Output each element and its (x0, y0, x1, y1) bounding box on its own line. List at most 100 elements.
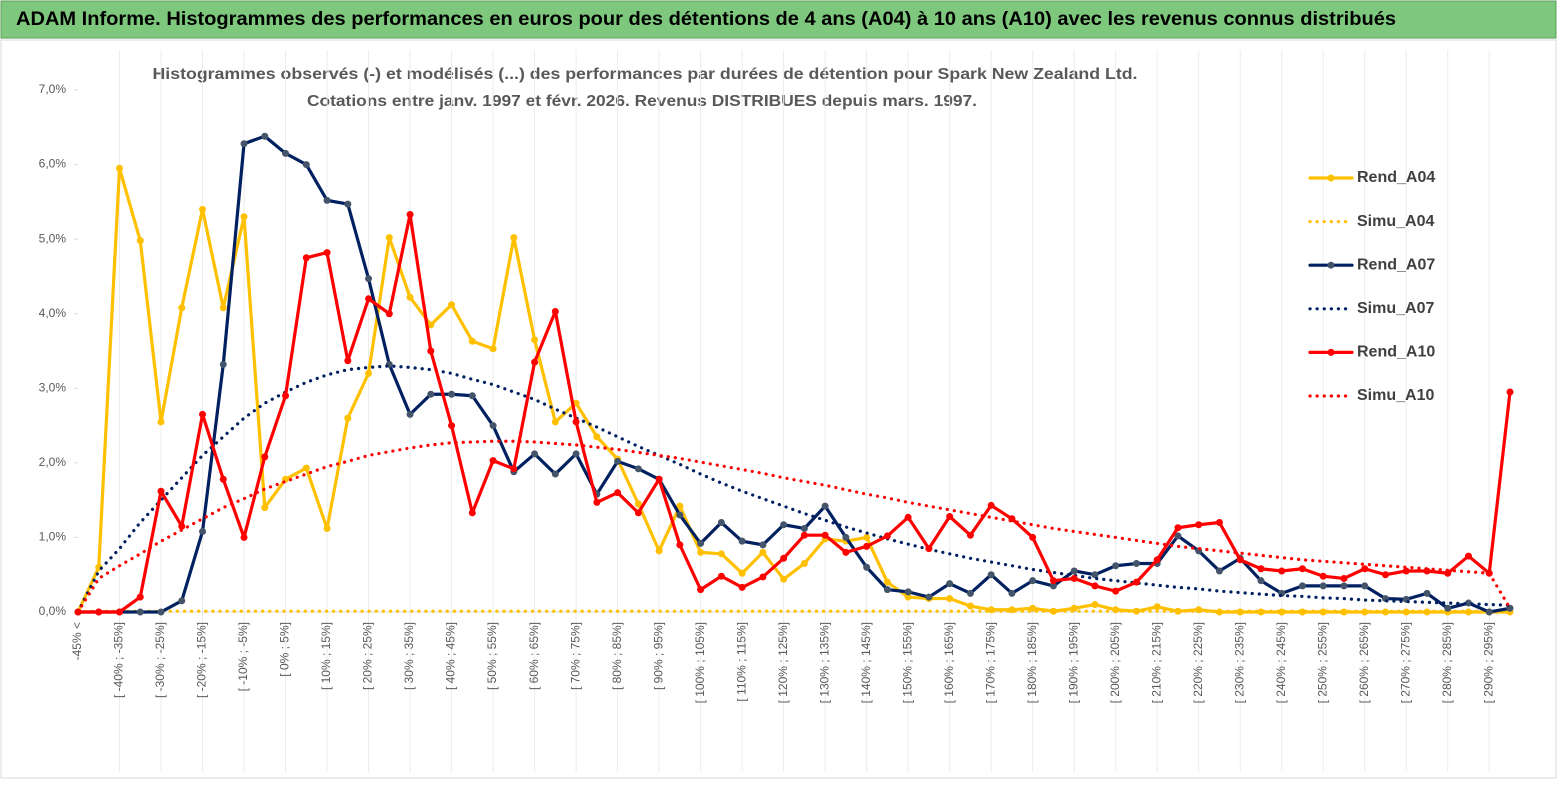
x-tick-label: [ 170% ; 175%] (983, 622, 997, 703)
data-point (1236, 556, 1244, 564)
data-point (759, 541, 767, 549)
data-point (738, 583, 746, 591)
data-point (1174, 532, 1182, 540)
x-tick-label: [ 90% ; 95%] (651, 622, 665, 690)
data-point (697, 548, 705, 556)
legend-marker (1327, 348, 1335, 356)
data-point (365, 275, 373, 283)
legend-label: Simu_A07 (1357, 300, 1434, 317)
data-point (344, 200, 352, 208)
x-tick-label: [ 20% ; 25%] (361, 622, 375, 690)
x-tick-label: [ 110% ; 115%] (734, 622, 748, 702)
data-point (1112, 562, 1120, 570)
data-point (1423, 589, 1431, 597)
data-point (240, 213, 248, 221)
x-tick-label: [ 0% ; 5%] (278, 622, 292, 677)
x-tick-label: [ 130% ; 135%] (817, 622, 831, 703)
data-point (1215, 567, 1223, 575)
data-point (842, 533, 850, 541)
data-point (1298, 565, 1306, 573)
data-point (1278, 567, 1286, 575)
y-tick-label: 0,0% (39, 604, 67, 618)
data-point (344, 357, 352, 365)
data-point (863, 533, 871, 541)
data-point (116, 164, 124, 172)
data-point (302, 161, 310, 169)
data-point (323, 524, 331, 532)
data-point (551, 307, 559, 315)
y-tick-label: 6,0% (39, 157, 67, 171)
data-point (883, 578, 891, 586)
data-point (157, 608, 165, 616)
data-point (1506, 388, 1514, 396)
legend-marker (1327, 174, 1335, 182)
data-point (1278, 608, 1286, 616)
data-point (1215, 519, 1223, 527)
data-point (697, 539, 705, 547)
data-point (199, 527, 207, 535)
data-point (1008, 589, 1016, 597)
data-point (614, 457, 622, 465)
y-tick-label: 3,0% (39, 380, 67, 394)
data-point (1153, 603, 1161, 611)
x-tick-label: [ 280% ; 285%] (1440, 622, 1454, 703)
data-point (697, 586, 705, 594)
y-tick-label: 7,0% (39, 82, 67, 96)
data-point (551, 418, 559, 426)
x-tick-label: -45% < (70, 622, 84, 660)
data-point (448, 390, 456, 398)
data-point (1029, 604, 1037, 612)
data-point (904, 593, 912, 601)
data-point (904, 513, 912, 521)
data-point (178, 597, 186, 605)
data-point (1361, 565, 1369, 573)
data-point (634, 465, 642, 473)
data-point (676, 541, 684, 549)
data-point (738, 537, 746, 545)
data-point (136, 608, 144, 616)
data-point (199, 410, 207, 418)
x-tick-label: [ 150% ; 155%] (900, 622, 914, 703)
x-tick-label: [ 190% ; 195%] (1066, 622, 1080, 703)
series-line (76, 134, 1512, 614)
data-point (1381, 571, 1389, 579)
data-point (966, 602, 974, 610)
data-point (1070, 567, 1078, 575)
data-point (676, 502, 684, 510)
data-point (427, 347, 435, 355)
data-point (448, 301, 456, 309)
data-point (136, 593, 144, 601)
data-point (759, 548, 767, 556)
y-tick-label: 2,0% (39, 455, 67, 469)
x-tick-label: [ 240% ; 245%] (1274, 622, 1288, 703)
x-tick-label: [ 210% ; 215%] (1149, 622, 1163, 703)
x-tick-label: [ 200% ; 205%] (1108, 622, 1122, 703)
x-tick-label: [ 260% ; 265%] (1357, 622, 1371, 703)
data-point (1112, 587, 1120, 595)
data-point (1464, 552, 1472, 560)
chart-subtitle: Cotations entre janv. 1997 et févr. 2026… (307, 93, 977, 110)
data-point (157, 487, 165, 495)
x-tick-label: [ -20% ; -15%] (195, 622, 209, 698)
x-tick-label: [ -10% ; -5%] (236, 622, 250, 691)
data-point (489, 345, 497, 353)
data-point (116, 608, 124, 616)
data-point (385, 234, 393, 242)
data-point (780, 554, 788, 562)
data-point (531, 336, 539, 344)
data-point (261, 504, 269, 512)
x-tick-label: [ -30% ; -25%] (153, 622, 167, 698)
data-point (531, 450, 539, 458)
data-point (655, 547, 663, 555)
data-point (136, 237, 144, 245)
data-point (178, 522, 186, 530)
data-point (780, 575, 788, 583)
data-point (199, 205, 207, 213)
data-point (219, 360, 227, 368)
data-point (219, 475, 227, 483)
data-point (614, 489, 622, 497)
data-point (1257, 565, 1265, 573)
data-point (510, 465, 518, 473)
data-point (1319, 572, 1327, 580)
data-point (821, 531, 829, 539)
